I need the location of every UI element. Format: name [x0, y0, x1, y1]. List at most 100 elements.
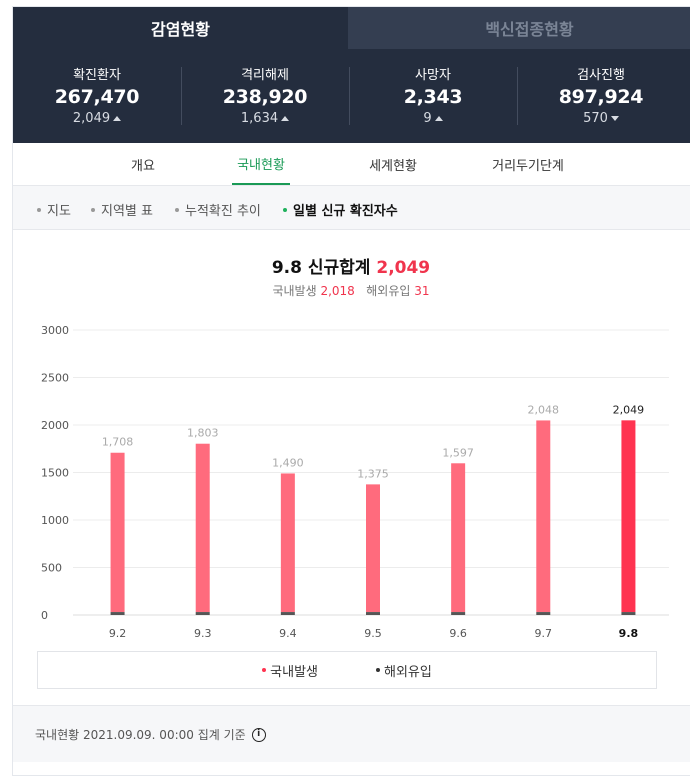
- legend-label: 국내발생: [270, 664, 318, 680]
- bar-overseas: [110, 612, 125, 615]
- tab-infection-status[interactable]: 감염현황: [13, 7, 348, 49]
- sub-nav-label: 지도: [47, 204, 71, 219]
- domestic-value: 2,018: [320, 284, 355, 298]
- sub-nav-map[interactable]: 지도: [37, 200, 71, 219]
- stat-label: 확진환자: [73, 68, 121, 83]
- bar-overseas: [366, 612, 380, 615]
- stat-deaths: 사망자 2,343 9: [349, 49, 517, 143]
- x-tick-label: 9.2: [109, 627, 127, 640]
- y-tick-label: 500: [41, 562, 62, 575]
- tab-vaccination-status[interactable]: 백신접종현황: [348, 7, 690, 49]
- overseas-label: 해외유입: [366, 284, 411, 298]
- sub-nav-daily-new[interactable]: 일별 신규 확진자수: [283, 200, 398, 219]
- stat-value: 897,924: [558, 86, 644, 108]
- arrow-up-icon: [434, 116, 443, 121]
- section-nav: 개요 국내현황 세계현황 거리두기단계: [13, 143, 690, 186]
- legend-label: 해외유입: [384, 664, 432, 680]
- chart-subtitle: 국내발생 2,018 해외유입 31: [13, 282, 689, 299]
- x-tick-label: 9.8: [619, 627, 639, 640]
- chart-title-prefix: 9.8 신규합계: [271, 258, 371, 278]
- bullet-dot: [175, 207, 179, 212]
- bar-value-label: 1,490: [272, 456, 304, 469]
- y-tick-label: 0: [41, 609, 48, 622]
- bar-overseas: [280, 612, 295, 615]
- x-tick-label: 9.3: [194, 627, 212, 640]
- bar-value-label: 2,048: [528, 403, 560, 416]
- sub-nav-label: 지역별 표: [101, 204, 153, 219]
- y-tick-label: 2500: [41, 372, 69, 385]
- legend-item-domestic[interactable]: 국내발생: [262, 661, 318, 680]
- stat-change-value: 1,634: [240, 111, 279, 126]
- bar-overseas: [195, 612, 210, 615]
- top-tabs: 감염현황 백신접종현황: [13, 7, 690, 49]
- stats-panel: 확진환자 267,470 2,049 격리해제 238,920 1,634 사망…: [13, 49, 690, 143]
- legend-dot: [376, 668, 380, 672]
- bar-domestic: [280, 473, 295, 613]
- nav-overview[interactable]: 개요: [131, 158, 155, 174]
- x-tick-label: 9.5: [364, 627, 382, 640]
- sub-nav: 지도 지역별 표 누적확진 추이 일별 신규 확진자수: [13, 186, 690, 230]
- stat-value: 267,470: [54, 86, 140, 108]
- stat-change: 2,049: [72, 111, 122, 126]
- legend-item-overseas[interactable]: 해외유입: [376, 661, 432, 680]
- footer: 국내현황 2021.09.09. 00:00 집계 기준 i: [13, 705, 690, 762]
- stat-label: 격리해제: [241, 68, 289, 83]
- stat-change-value: 9: [423, 111, 432, 126]
- bar-domestic: [110, 452, 125, 613]
- bar-value-label: 1,803: [187, 427, 219, 440]
- bar-value-label: 1,708: [102, 436, 134, 449]
- legend-dot: [262, 668, 267, 672]
- arrow-up-icon: [113, 116, 122, 121]
- sub-nav-region-table[interactable]: 지역별 표: [91, 200, 153, 219]
- covid-status-card: 감염현황 백신접종현황 확진환자 267,470 2,049 격리해제 238,…: [12, 6, 690, 776]
- x-tick-label: 9.7: [535, 627, 553, 640]
- sub-nav-label: 일별 신규 확진자수: [293, 204, 398, 219]
- y-tick-label: 3000: [41, 324, 69, 337]
- bar-value-label: 1,375: [357, 467, 389, 480]
- bar-domestic: [366, 484, 380, 613]
- daily-cases-chart: 0 500 1000 1500 2000 2500 3000 1,708 9.2 1,803 9.3…: [41, 324, 669, 640]
- stat-confirmed: 확진환자 267,470 2,049: [13, 49, 181, 143]
- stat-change: 570: [583, 111, 619, 126]
- bullet-dot: [37, 207, 41, 212]
- stat-released: 격리해제 238,920 1,634: [181, 49, 349, 143]
- sub-nav-label: 누적확진 추이: [185, 204, 261, 219]
- bullet-dot: [91, 207, 95, 212]
- chart-title: 9.8 신규합계 2,049: [13, 253, 689, 278]
- bar-domestic: [195, 443, 210, 613]
- y-tick-label: 1500: [41, 467, 69, 480]
- bar-overseas: [451, 612, 466, 615]
- footer-note: 국내현황 2021.09.09. 00:00 집계 기준 i: [35, 726, 266, 743]
- chart-legend: 국내발생 해외유입: [37, 651, 657, 689]
- bar-overseas: [536, 612, 551, 615]
- stat-value: 2,343: [403, 86, 463, 108]
- nav-domestic[interactable]: 국내현황: [232, 143, 290, 185]
- chart-title-total: 2,049: [376, 258, 431, 278]
- bar-domestic: [536, 420, 551, 613]
- info-icon[interactable]: i: [251, 727, 266, 742]
- overseas-value: 31: [414, 284, 430, 298]
- stat-testing: 검사진행 897,924 570: [517, 49, 685, 143]
- domestic-label: 국내발생: [272, 284, 317, 298]
- bar-overseas: [621, 612, 636, 615]
- stat-change: 1,634: [240, 111, 290, 126]
- x-tick-label: 9.4: [279, 627, 297, 640]
- y-tick-label: 1000: [41, 514, 69, 527]
- footer-text: 국내현황 2021.09.09. 00:00 집계 기준: [35, 728, 246, 742]
- bar-domestic: [621, 420, 636, 613]
- stat-change-value: 2,049: [72, 111, 111, 126]
- nav-distancing-level[interactable]: 거리두기단계: [492, 158, 564, 174]
- bullet-dot: [283, 207, 287, 212]
- nav-world[interactable]: 세계현황: [369, 158, 417, 174]
- bar-value-label: 1,597: [442, 446, 474, 459]
- arrow-down-icon: [610, 116, 619, 121]
- stat-value: 238,920: [222, 86, 308, 108]
- x-tick-label: 9.6: [449, 627, 467, 640]
- stat-change-value: 570: [583, 111, 608, 126]
- stat-label: 검사진행: [577, 68, 625, 83]
- sub-nav-cumulative[interactable]: 누적확진 추이: [175, 200, 261, 219]
- stat-change: 9: [423, 111, 443, 126]
- stat-label: 사망자: [415, 68, 451, 83]
- arrow-up-icon: [281, 116, 290, 121]
